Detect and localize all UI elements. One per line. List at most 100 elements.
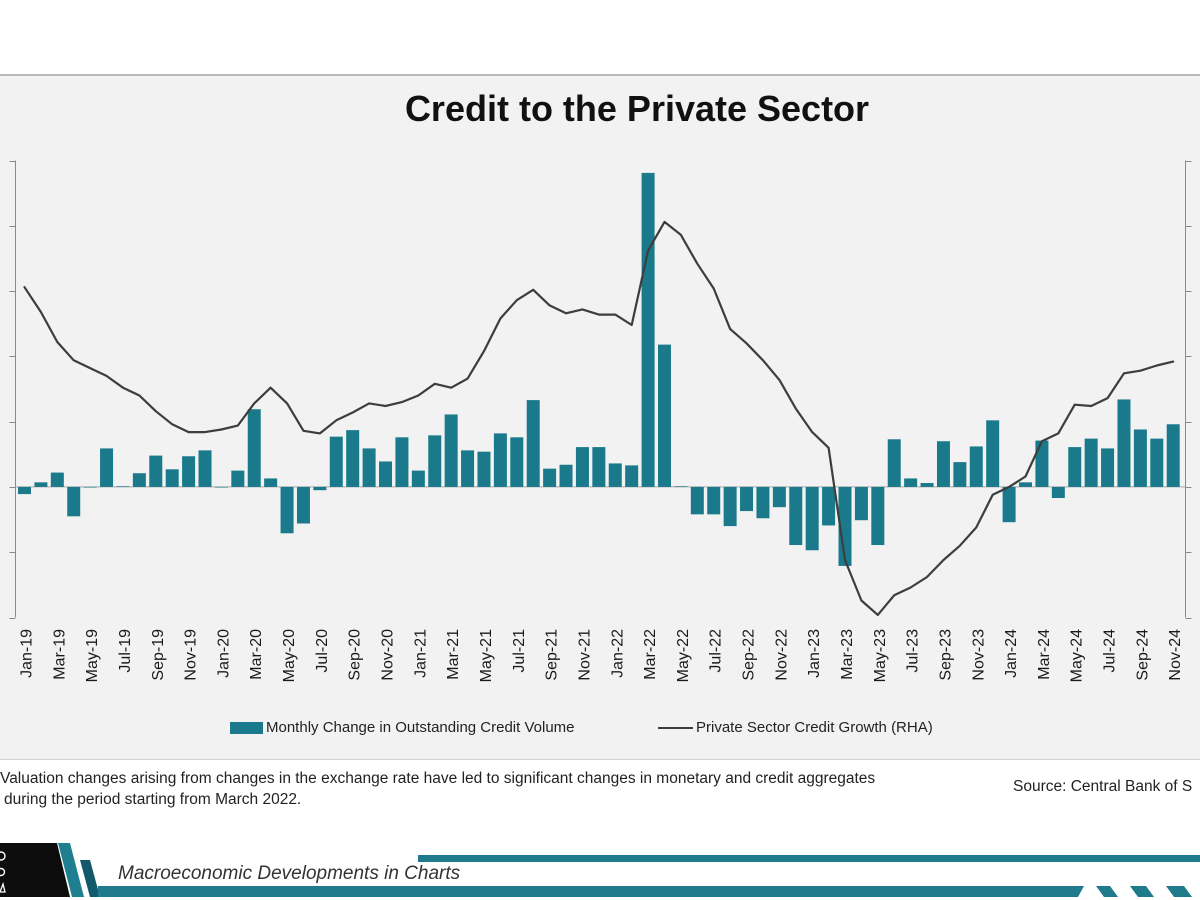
footnote-line-2: during the period starting from March 20… (4, 791, 302, 808)
bar: May-21 (477, 451, 491, 487)
bar: Dec-23 (986, 420, 1000, 487)
footer-dark-stripe (80, 860, 100, 897)
x-tick-label: Mar-22 (642, 629, 659, 680)
x-tick-label: Mar-20 (248, 629, 265, 680)
bar: Mar-20 (247, 409, 261, 487)
bar: Sep-22 (740, 486, 754, 512)
bar: Nov-20 (379, 461, 393, 487)
bar: Dec-21 (592, 447, 606, 487)
bar: Aug-22 (723, 486, 737, 527)
x-tick-label: May-20 (281, 629, 298, 682)
x-tick-label: Jan-22 (609, 629, 626, 678)
footer-slant-stripe-1 (1096, 886, 1118, 897)
credit-growth-line (23, 220, 1175, 617)
x-tick-label: Jan-19 (19, 629, 36, 678)
bar: Jul-20 (313, 486, 327, 491)
x-tick-label: Nov-23 (970, 629, 987, 681)
x-tick-label: Nov-20 (380, 629, 397, 681)
x-tick-label: Nov-19 (183, 629, 200, 681)
bar: Nov-19 (182, 456, 196, 487)
legend-label-credit-growth: Private Sector Credit Growth (RHA) (696, 719, 933, 736)
bar: Mar-22 (641, 172, 655, 487)
x-tick-label: Nov-22 (773, 629, 790, 681)
bar: Sep-24 (1133, 429, 1147, 487)
x-tick-label: Mar-23 (839, 629, 856, 680)
bar: May-20 (280, 486, 294, 534)
chart-panel (0, 74, 1200, 760)
bar: Sep-19 (149, 455, 163, 487)
x-tick-label: May-19 (84, 629, 101, 682)
x-tick-label: May-23 (872, 629, 889, 682)
bar: Sep-21 (543, 468, 557, 487)
bar: Apr-23 (854, 486, 868, 521)
x-tick-label: Sep-23 (937, 629, 954, 681)
x-tick-label: Jul-21 (511, 629, 528, 673)
bar: Apr-22 (657, 344, 671, 487)
bar: May-23 (871, 486, 885, 546)
x-tick-label: Jan-24 (1003, 629, 1020, 678)
bar: Apr-19 (67, 486, 81, 517)
x-tick-label: Sep-22 (741, 629, 758, 681)
bar: Jul-19 (116, 486, 130, 487)
bar: Nov-23 (969, 446, 983, 487)
legend-line-swatch (658, 727, 693, 729)
x-tick-label: Jul-23 (905, 629, 922, 673)
bars-layer: Jan-19Feb-19Mar-19Apr-19May-19Jun-19Jul-… (18, 172, 1180, 566)
bar: May-24 (1068, 447, 1082, 487)
bar: Jun-20 (296, 486, 310, 524)
footer-bottom-bar (98, 886, 1084, 897)
footer-slant-stripe-2 (1130, 886, 1154, 897)
x-tick-label: Jul-24 (1102, 629, 1119, 673)
bar: Jan-20 (214, 486, 228, 488)
bar: Sep-23 (936, 441, 950, 487)
bar: Dec-20 (395, 437, 409, 487)
bar: Mar-19 (50, 472, 64, 487)
bar: Jan-22 (608, 463, 622, 487)
footer-black-block (0, 843, 70, 897)
x-tick-label: Sep-24 (1134, 629, 1151, 681)
bar: Jan-19 (18, 486, 31, 495)
bar: Nov-24 (1166, 424, 1180, 487)
bar: Jan-24 (1002, 486, 1016, 523)
at-sign-icon (0, 867, 6, 877)
bar: Nov-21 (575, 447, 589, 487)
bar: Sep-20 (346, 430, 360, 487)
bar: Apr-24 (1051, 486, 1065, 499)
x-tick-label: Jul-20 (314, 629, 331, 673)
bar: Jul-21 (510, 437, 524, 487)
axes-layer (9, 160, 1192, 619)
bar: Oct-24 (1150, 438, 1164, 487)
line-layer (23, 220, 1175, 617)
bar: Aug-24 (1117, 399, 1131, 487)
x-tick-label: Sep-19 (150, 629, 167, 681)
bar: Aug-23 (920, 483, 934, 487)
chart-title: Credit to the Private Sector (404, 88, 870, 129)
bar: Jan-21 (411, 470, 425, 487)
x-tick-label: Sep-21 (544, 629, 561, 681)
bar: Jun-23 (887, 439, 901, 487)
x-tick-label: Jul-19 (117, 629, 134, 673)
legend-label-credit-volume: Monthly Change in Outstanding Credit Vol… (266, 719, 575, 736)
bar: Apr-20 (264, 478, 278, 487)
bar: Mar-21 (444, 414, 458, 487)
x-tick-label: Jan-20 (215, 629, 232, 678)
bar: Feb-20 (231, 470, 245, 487)
location-icon (0, 881, 6, 893)
x-tick-label: May-24 (1069, 629, 1086, 682)
footer-top-bar (418, 855, 1200, 862)
bar: May-19 (83, 486, 97, 488)
bar: Jul-24 (1101, 448, 1115, 487)
source-note: Source: Central Bank of S (1013, 777, 1200, 799)
footer-slant-stripe-3 (1166, 886, 1192, 897)
globe-icon (0, 851, 6, 861)
x-tick-label: May-22 (675, 629, 692, 682)
x-tick-label: Mar-21 (445, 629, 462, 680)
bar: Feb-24 (1019, 482, 1033, 487)
x-tick-label: Mar-19 (51, 629, 68, 680)
bar: Feb-21 (428, 435, 442, 487)
bar: Jun-22 (690, 486, 704, 515)
x-tick-label: Nov-24 (1167, 629, 1184, 681)
bar: Aug-19 (132, 473, 146, 487)
x-tick-label: Jan-23 (806, 629, 823, 678)
